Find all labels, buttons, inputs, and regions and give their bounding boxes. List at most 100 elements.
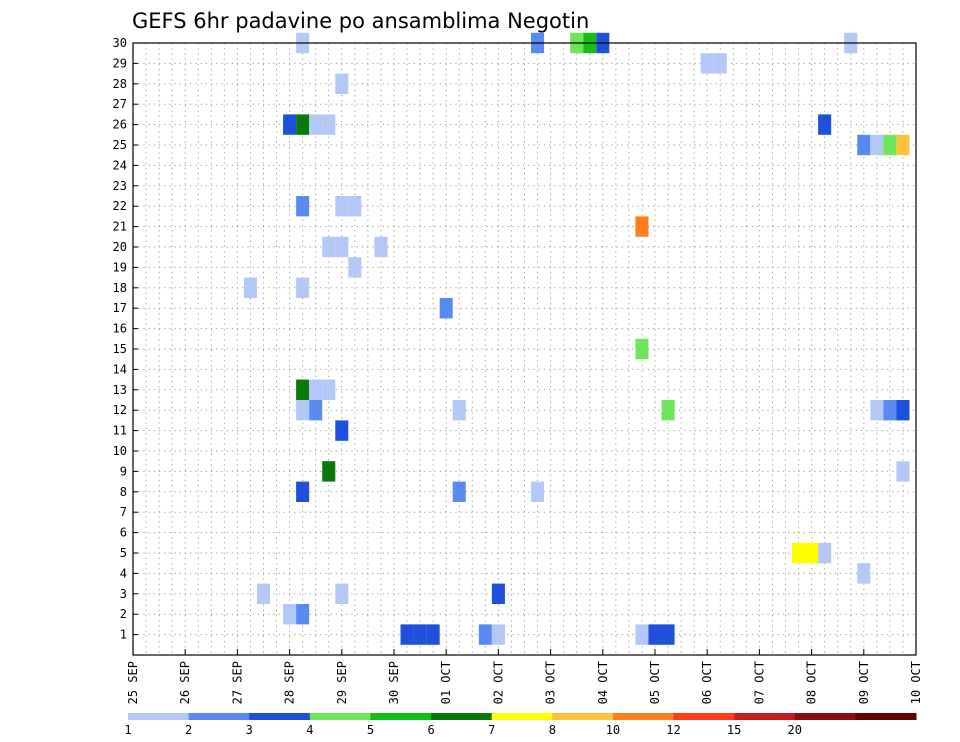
precip-cell	[348, 196, 362, 217]
colorbar-label: 3	[246, 723, 253, 737]
precip-cell	[348, 257, 362, 278]
y-tick-label: 4	[120, 566, 127, 580]
x-tick-label: 04 OCT	[596, 661, 610, 704]
y-tick-label: 3	[120, 587, 127, 601]
precip-cell	[818, 114, 832, 135]
precip-cell	[335, 196, 349, 217]
precip-cell	[883, 134, 897, 156]
y-tick-label: 12	[113, 403, 127, 417]
y-tick-label: 15	[113, 342, 127, 356]
x-axis-ticks: 25 SEP 26 SEP 27 SEP 28 SEP 29 SEP 30 SEP 01 O…	[126, 649, 923, 704]
y-tick-label: 28	[113, 77, 127, 91]
precip-cell	[296, 196, 310, 217]
precip-cell	[870, 134, 884, 156]
precip-cell	[309, 400, 323, 421]
colorbar-swatch	[612, 713, 675, 720]
precip-cell	[896, 461, 910, 482]
precip-cell	[322, 236, 336, 258]
x-tick-label: 07 OCT	[752, 661, 766, 704]
precip-cell	[857, 134, 871, 156]
y-axis-ticks: 1234567891011121314151617181920212223242…	[113, 36, 138, 642]
y-tick-label: 26	[113, 118, 127, 132]
x-tick-label: 05 OCT	[648, 661, 662, 704]
y-tick-label: 11	[113, 424, 127, 438]
y-tick-label: 29	[113, 56, 127, 70]
colorbar-swatch	[673, 713, 735, 720]
precip-cell	[452, 481, 466, 502]
precip-cell	[335, 73, 349, 94]
colorbar-swatch	[855, 713, 917, 720]
y-tick-label: 5	[120, 546, 127, 560]
colorbar-label: 2	[185, 723, 192, 737]
precip-cell	[661, 400, 675, 421]
colorbar-swatch	[431, 713, 493, 720]
precip-cell	[296, 379, 310, 400]
precip-cell	[296, 481, 310, 502]
x-tick-label: 08 OCT	[805, 661, 819, 704]
precip-cell	[283, 604, 297, 625]
x-tick-label: 27 SEP	[230, 661, 244, 704]
precip-cell	[648, 624, 662, 645]
colorbar-swatch	[249, 713, 311, 720]
precip-cell	[491, 583, 505, 604]
colorbar-label: 4	[306, 723, 313, 737]
precip-cell	[870, 400, 884, 421]
precip-cell	[635, 216, 649, 237]
precip-cell	[283, 114, 297, 135]
precip-cell	[322, 114, 336, 135]
precip-cell	[478, 624, 492, 645]
y-tick-label: 20	[113, 240, 127, 254]
y-tick-label: 6	[120, 526, 127, 540]
precip-cell	[309, 114, 323, 135]
colorbar-label: 10	[606, 723, 620, 737]
x-tick-label: 29 SEP	[335, 661, 349, 704]
colorbar-label: 1	[124, 723, 131, 737]
precipitation-cells	[243, 32, 910, 645]
precip-cell	[256, 583, 271, 604]
precip-cell	[296, 400, 310, 421]
precip-cell	[713, 53, 727, 74]
x-tick-label: 10 OCT	[909, 661, 923, 704]
y-tick-label: 14	[113, 362, 127, 376]
y-tick-label: 30	[113, 36, 127, 50]
precip-cell	[335, 420, 349, 441]
colorbar-swatch	[491, 713, 553, 720]
y-tick-label: 8	[120, 485, 127, 499]
colorbar-swatch	[370, 713, 432, 720]
y-tick-label: 1	[120, 628, 127, 642]
precip-cell	[452, 400, 466, 421]
precip-cell	[896, 400, 910, 421]
y-tick-label: 19	[113, 260, 127, 274]
precip-cell	[400, 624, 414, 645]
y-tick-label: 27	[113, 97, 127, 111]
colorbar-swatch	[188, 713, 250, 720]
colorbar-swatch	[128, 713, 190, 720]
colorbar-swatch	[552, 713, 614, 720]
precip-cell	[243, 277, 257, 298]
y-tick-label: 21	[113, 220, 127, 234]
y-tick-label: 10	[113, 444, 127, 458]
precip-cell	[531, 481, 545, 502]
y-tick-label: 23	[113, 179, 127, 193]
x-tick-label: 28 SEP	[283, 661, 297, 704]
precip-cell	[857, 563, 871, 584]
precip-cell	[635, 624, 649, 645]
precip-cell	[322, 461, 336, 482]
colorbar-label: 20	[788, 723, 802, 737]
y-tick-label: 17	[113, 301, 127, 315]
precip-cell	[296, 114, 310, 135]
x-tick-label: 01 OCT	[439, 661, 453, 704]
x-tick-label: 02 OCT	[491, 661, 505, 704]
precip-cell	[439, 298, 453, 319]
precip-cell	[792, 542, 806, 564]
y-tick-label: 24	[113, 158, 127, 172]
precip-cell	[883, 400, 897, 421]
colorbar-swatch	[309, 713, 371, 720]
colorbar-label: 12	[666, 723, 680, 737]
precip-cell	[818, 542, 832, 564]
y-tick-label: 9	[120, 464, 127, 478]
x-tick-label: 06 OCT	[700, 661, 714, 704]
x-tick-label: 03 OCT	[544, 661, 558, 704]
precip-cell	[374, 236, 388, 258]
